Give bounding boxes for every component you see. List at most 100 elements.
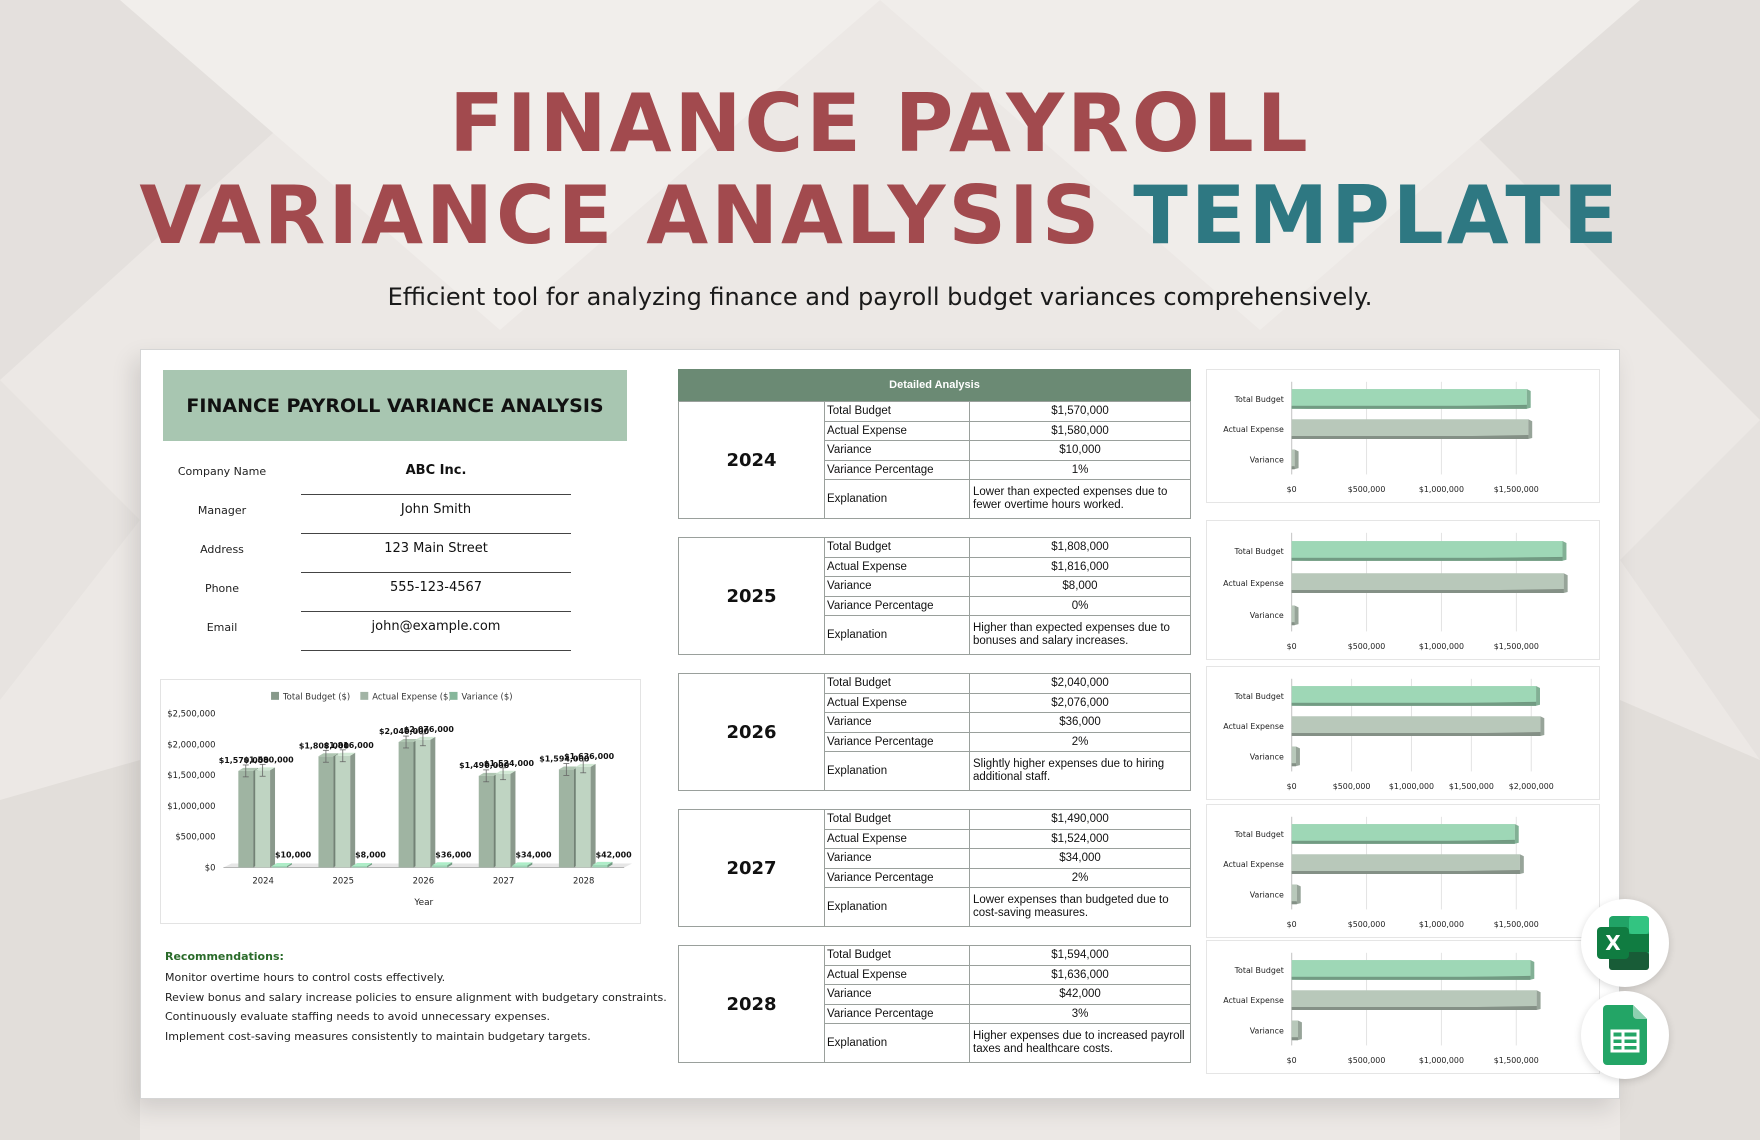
excel-icon-letter: X (1605, 931, 1621, 955)
metric-label: Actual Expense (825, 829, 970, 848)
metric-row-total-budget: Total Budget $2,040,000 (825, 674, 1190, 694)
metric-value: 1% (1071, 463, 1089, 476)
bar-top (272, 862, 292, 866)
hbar-shadow (1291, 702, 1537, 706)
underline (301, 494, 571, 495)
hbar (1291, 389, 1527, 409)
bar-top (415, 736, 436, 740)
bar-side (527, 862, 533, 868)
metric-label: Variance Percentage (825, 868, 970, 887)
category-label: Actual Expense (1223, 722, 1284, 731)
hbar (1291, 716, 1541, 736)
bar-top (512, 862, 533, 866)
bar (592, 864, 608, 868)
bar (272, 865, 287, 868)
hbar (1291, 686, 1537, 706)
info-value: John Smith (400, 502, 472, 517)
bar (318, 756, 334, 868)
hbar-shadow (1291, 436, 1529, 439)
metric-row-actual-expense: Actual Expense $2,076,000 (825, 693, 1190, 713)
y-tick-label: $1,500,000 (167, 770, 215, 780)
x-tick-label: $1,000,000 (1419, 485, 1464, 494)
category-label: Total Budget (1234, 830, 1284, 839)
data-label: $1,570,000 (219, 756, 270, 765)
metric-label: Explanation (825, 1024, 970, 1062)
main-title-line-1: FINANCE PAYROLL (449, 77, 1311, 170)
sheets-app-button[interactable] (1581, 991, 1669, 1079)
data-label: $36,000 (435, 851, 472, 860)
excel-app-button[interactable]: X (1581, 899, 1669, 987)
y-tick-label: $2,000,000 (167, 739, 215, 749)
hbar (1291, 854, 1520, 874)
bar-side (367, 862, 373, 868)
data-label: $42,000 (596, 851, 633, 860)
hbar-shadow (1291, 840, 1515, 844)
metric-value: $1,808,000 (1051, 541, 1109, 554)
hbar-shadow (1291, 590, 1564, 593)
year-hbar-chart-2026: $0 $500,000 $1,000,000 $1,500,000 $2,000,000… (1206, 666, 1600, 800)
underline (301, 533, 571, 534)
hbar-end (1563, 573, 1568, 593)
hbar (1291, 419, 1529, 439)
hbar-end (1297, 1020, 1302, 1041)
underline (301, 650, 571, 651)
y-tick-label: $1,000,000 (167, 801, 215, 811)
info-value: john@example.com (371, 619, 501, 634)
data-label: $2,076,000 (404, 725, 455, 734)
x-tick-label: $1,500,000 (1494, 642, 1539, 651)
main-title-line-2: VARIANCE ANALYSIS (139, 169, 1103, 262)
metric-label: Variance (825, 577, 970, 596)
underline (301, 611, 571, 612)
category-label: Total Budget (1234, 966, 1284, 975)
main-title-accent: TEMPLATE (1133, 169, 1621, 262)
metric-value: $1,816,000 (1051, 560, 1109, 573)
metric-label: Explanation (825, 616, 970, 654)
year-hbar-chart-2028: $0 $500,000 $1,000,000 $1,500,000 Total Budg… (1206, 940, 1600, 1074)
yearly-bar-chart: Total Budget ($) Actual Expense ($) Varian… (160, 679, 641, 924)
metric-value: Slightly higher expenses due to hiring a… (973, 758, 1165, 783)
x-tick-label: 2028 (573, 875, 594, 885)
hbar-end (1536, 990, 1541, 1010)
category-label: Actual Expense (1223, 996, 1284, 1005)
hbar-end (1530, 960, 1535, 980)
data-label: $1,524,000 (484, 759, 535, 768)
metric-label: Total Budget (825, 810, 970, 829)
x-tick-label: $1,000,000 (1419, 1056, 1464, 1065)
panel-title: FINANCE PAYROLL VARIANCE ANALYSIS (163, 370, 627, 441)
bar-side (286, 862, 292, 868)
bar (575, 766, 591, 868)
metric-row-total-budget: Total Budget $1,570,000 (825, 402, 1190, 422)
metric-value: 2% (1071, 871, 1089, 884)
x-tick-label: $1,000,000 (1419, 642, 1464, 651)
metric-row-actual-expense: Actual Expense $1,580,000 (825, 421, 1190, 441)
metric-value: $1,594,000 (1051, 949, 1109, 962)
bar (432, 865, 448, 868)
hbar (1291, 824, 1515, 844)
metric-label: Variance Percentage (825, 1004, 970, 1023)
metric-row-explanation: Explanation Slightly higher expenses due … (825, 752, 1190, 790)
metric-label: Total Budget (825, 946, 970, 965)
metric-row-variance-pct: Variance Percentage 2% (825, 868, 1190, 888)
hbar (1291, 1020, 1298, 1041)
info-row-email: Email john@example.com (163, 613, 593, 652)
metric-label: Explanation (825, 888, 970, 926)
hbar-shadow (1291, 976, 1531, 980)
analysis-block-2025: 2025 Total Budget $1,808,000 Actual Expen… (678, 537, 1191, 655)
metric-row-variance: Variance $34,000 (825, 849, 1190, 869)
bar (478, 775, 494, 868)
metric-value: $34,000 (1059, 852, 1101, 865)
x-tick-label: $0 (1287, 920, 1297, 929)
metric-row-variance-pct: Variance Percentage 1% (825, 460, 1190, 480)
bar-top (238, 767, 259, 771)
data-label: $34,000 (515, 851, 552, 860)
bar-top (335, 752, 356, 756)
bar (335, 755, 351, 868)
bar-top (432, 862, 453, 866)
x-tick-label: 2026 (413, 875, 434, 885)
hbar-end (1295, 746, 1300, 767)
metric-value: $8,000 (1062, 580, 1098, 593)
x-tick-label: $0 (1287, 485, 1297, 494)
detailed-analysis-header: Detailed Analysis (678, 369, 1191, 401)
metric-label: Variance Percentage (825, 596, 970, 615)
metric-label: Explanation (825, 480, 970, 518)
